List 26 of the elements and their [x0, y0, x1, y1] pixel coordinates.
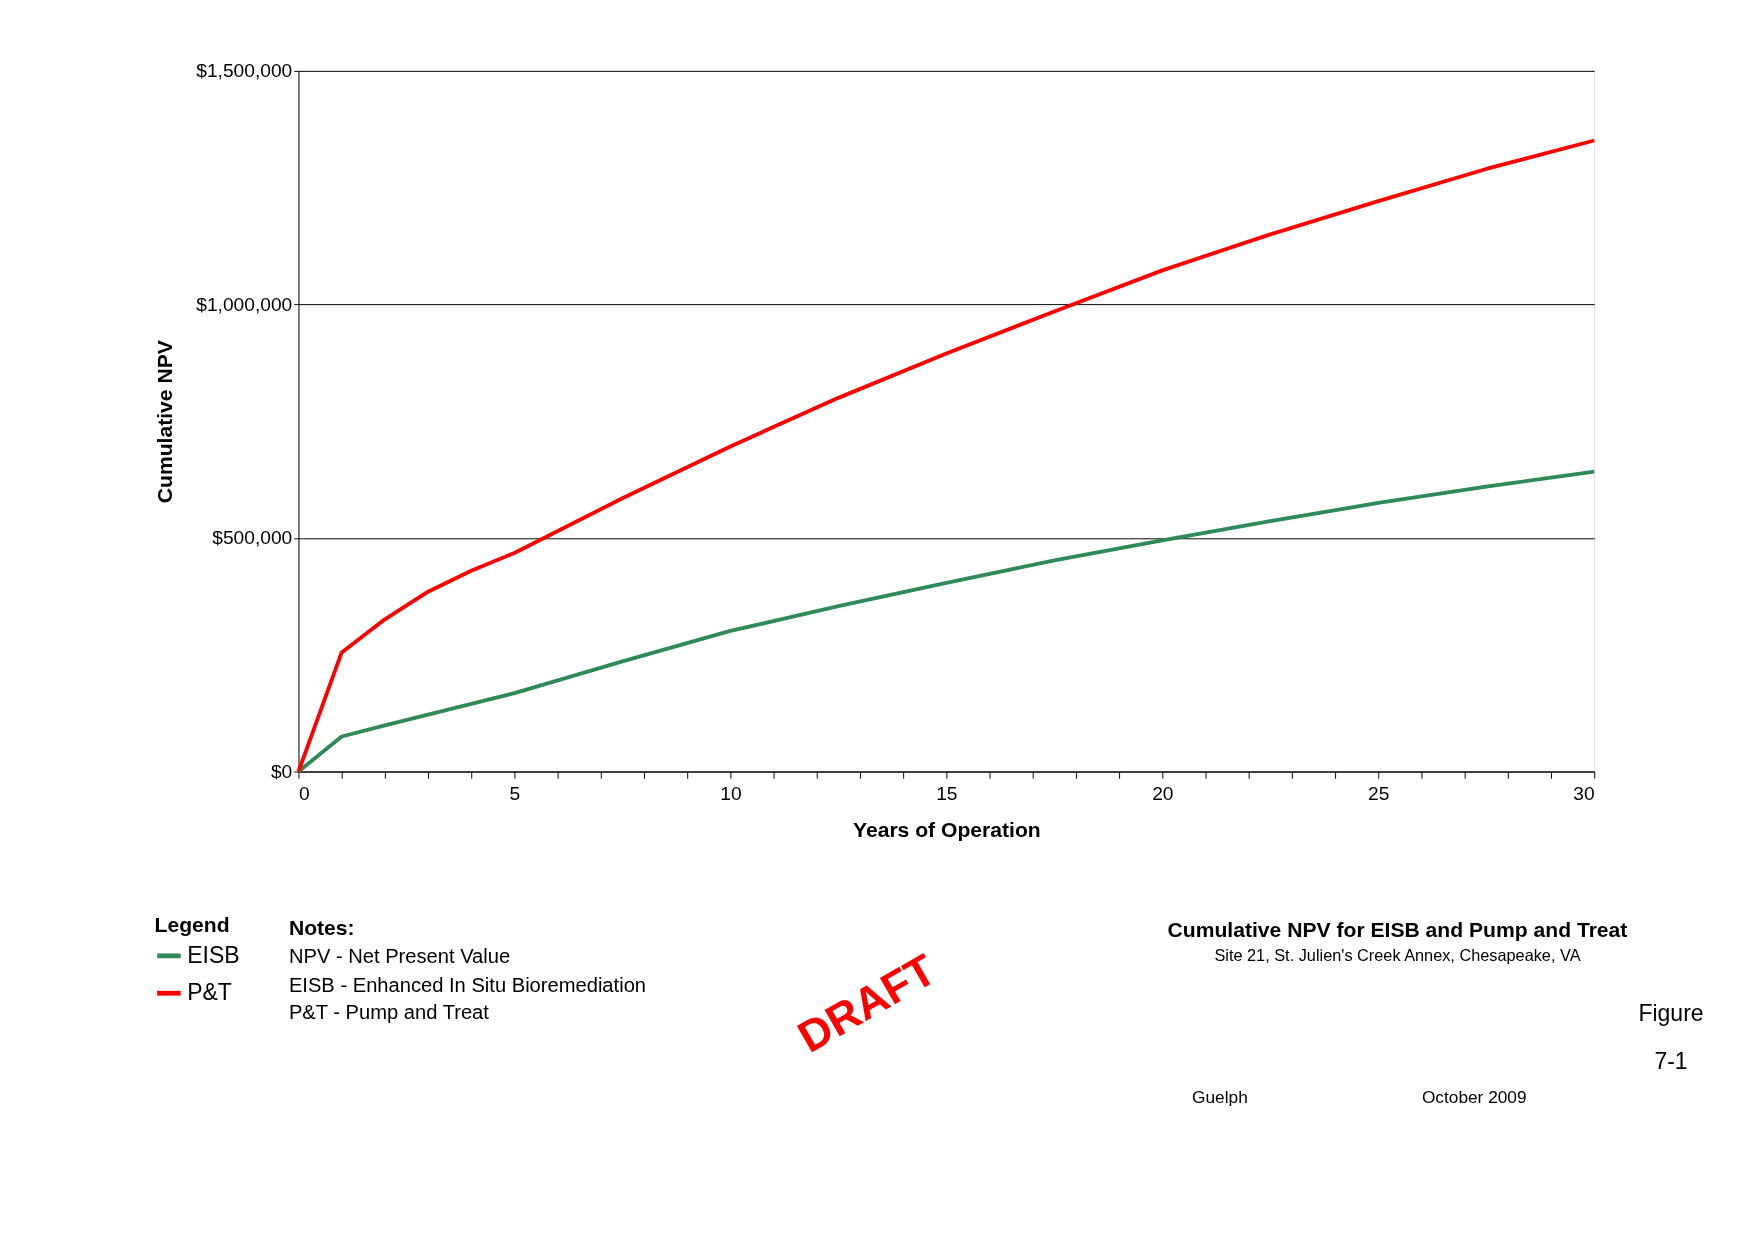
text: EISB - Enhanced In Situ Bioremediation: [288, 974, 647, 997]
y-tick-label: $500,000: [212, 527, 293, 549]
text: P&T - Pump and Treat: [288, 1001, 490, 1024]
x-tick-label: 10: [720, 782, 742, 804]
x-tick-label: 0: [298, 782, 310, 804]
y-tick-label: $1,000,000: [196, 293, 293, 315]
x-tick-label: 30: [1573, 782, 1595, 804]
legend-title: Legend: [154, 912, 230, 936]
x-tick-label: 15: [936, 782, 958, 804]
y-tick-label: $1,500,000: [196, 60, 293, 82]
text: Notes:: [288, 915, 355, 939]
text: 7-1: [1654, 1048, 1688, 1075]
x-axis-title: Years of Operation: [852, 818, 1041, 842]
text: Cumulative NPV for EISB and Pump and Treat: [1167, 917, 1628, 941]
y-tick-label: $0: [270, 760, 293, 782]
text: Guelph: [1192, 1086, 1248, 1107]
text: NPV - Net Present Value: [288, 945, 511, 968]
legend-label: P&T: [187, 978, 232, 1005]
x-tick-label: 5: [509, 782, 521, 804]
text: October 2009: [1421, 1086, 1527, 1107]
y-axis-title: Cumulative NPV: [153, 340, 177, 504]
x-tick-label: 25: [1368, 782, 1390, 804]
legend-label: EISB: [187, 941, 240, 968]
text: Figure: [1638, 1000, 1704, 1027]
text: Site 21, St. Julien's Creek Annex, Chesapeake, VA: [1214, 945, 1581, 964]
x-tick-label: 20: [1152, 782, 1174, 804]
